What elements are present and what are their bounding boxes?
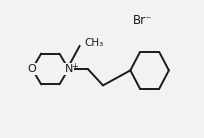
Text: O: O [28,64,37,74]
Text: CH₃: CH₃ [85,38,104,48]
Text: +: + [71,63,78,71]
Text: Br⁻: Br⁻ [133,14,152,27]
Text: N: N [64,64,73,74]
